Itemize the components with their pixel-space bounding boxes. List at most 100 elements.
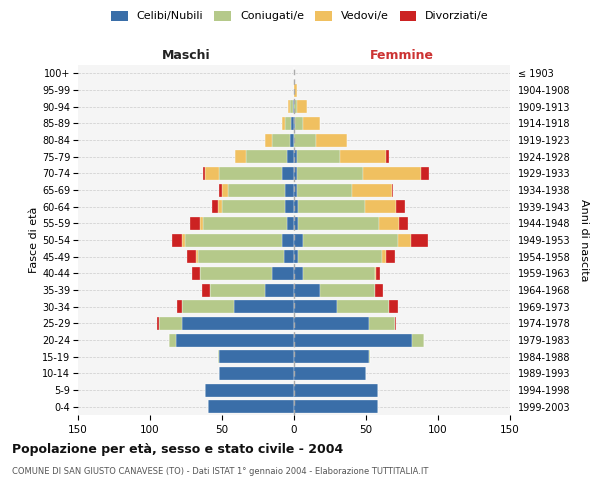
Bar — [219, 350, 294, 363]
Y-axis label: Fasce di età: Fasce di età — [29, 207, 39, 273]
Bar — [294, 117, 295, 130]
Bar — [294, 150, 297, 163]
Bar — [208, 400, 294, 413]
Bar — [302, 117, 320, 130]
Bar — [294, 100, 297, 113]
Bar — [412, 334, 424, 346]
Bar — [294, 134, 316, 146]
Bar — [192, 267, 200, 280]
Text: COMUNE DI SAN GIUSTO CANAVESE (TO) - Dati ISTAT 1° gennaio 2004 - Elaborazione T: COMUNE DI SAN GIUSTO CANAVESE (TO) - Dat… — [12, 468, 428, 476]
Bar — [294, 334, 412, 346]
Bar — [290, 134, 294, 146]
Bar — [205, 384, 294, 396]
Bar — [203, 167, 205, 180]
Bar — [286, 184, 294, 196]
Bar — [219, 167, 283, 180]
Bar — [294, 284, 320, 296]
Bar — [294, 384, 377, 396]
Bar — [294, 217, 298, 230]
Bar — [265, 284, 294, 296]
Text: Femmine: Femmine — [370, 48, 434, 62]
Bar — [203, 217, 287, 230]
Bar — [369, 350, 370, 363]
Bar — [218, 350, 219, 363]
Bar — [222, 184, 228, 196]
Bar — [182, 300, 233, 313]
Bar — [235, 150, 247, 163]
Bar — [247, 150, 287, 163]
Bar — [219, 184, 222, 196]
Bar — [294, 200, 298, 213]
Bar — [293, 100, 294, 113]
Bar — [283, 117, 286, 130]
Bar — [294, 250, 298, 263]
Bar — [219, 367, 294, 380]
Bar — [379, 217, 399, 230]
Bar — [298, 250, 382, 263]
Bar — [294, 300, 337, 313]
Text: Maschi: Maschi — [161, 48, 211, 62]
Bar — [286, 117, 291, 130]
Bar — [298, 200, 365, 213]
Bar — [286, 200, 294, 213]
Bar — [196, 250, 197, 263]
Bar — [222, 200, 286, 213]
Bar — [291, 117, 294, 130]
Bar — [172, 234, 182, 246]
Bar — [340, 150, 386, 163]
Bar — [169, 334, 176, 346]
Bar — [272, 267, 294, 280]
Bar — [386, 250, 395, 263]
Bar — [374, 267, 376, 280]
Bar — [297, 167, 363, 180]
Bar — [320, 284, 374, 296]
Bar — [182, 234, 185, 246]
Bar — [410, 234, 428, 246]
Bar — [302, 267, 374, 280]
Bar — [157, 317, 158, 330]
Bar — [352, 184, 392, 196]
Bar — [158, 317, 182, 330]
Bar — [374, 284, 383, 296]
Bar — [294, 84, 297, 96]
Bar — [205, 167, 219, 180]
Bar — [363, 167, 421, 180]
Bar — [369, 317, 395, 330]
Bar — [294, 167, 297, 180]
Legend: Celibi/Nubili, Coniugati/e, Vedovi/e, Divorziati/e: Celibi/Nubili, Coniugati/e, Vedovi/e, Di… — [111, 10, 489, 22]
Bar — [272, 134, 290, 146]
Bar — [287, 150, 294, 163]
Bar — [190, 217, 200, 230]
Bar — [265, 134, 272, 146]
Bar — [392, 184, 394, 196]
Bar — [389, 300, 398, 313]
Bar — [218, 200, 222, 213]
Bar — [297, 150, 340, 163]
Bar — [212, 200, 218, 213]
Bar — [294, 234, 302, 246]
Bar — [288, 100, 290, 113]
Bar — [398, 234, 410, 246]
Bar — [294, 400, 377, 413]
Bar — [294, 184, 297, 196]
Bar — [283, 167, 294, 180]
Bar — [228, 184, 286, 196]
Bar — [376, 267, 380, 280]
Bar — [421, 167, 430, 180]
Bar — [298, 217, 379, 230]
Bar — [382, 250, 386, 263]
Bar — [302, 234, 398, 246]
Bar — [233, 300, 294, 313]
Bar — [283, 234, 294, 246]
Bar — [187, 250, 196, 263]
Bar — [294, 267, 302, 280]
Bar — [197, 250, 284, 263]
Bar — [316, 134, 347, 146]
Bar — [200, 217, 203, 230]
Bar — [211, 284, 265, 296]
Bar — [176, 334, 294, 346]
Bar — [399, 217, 408, 230]
Bar — [297, 100, 307, 113]
Bar — [287, 217, 294, 230]
Bar — [290, 100, 293, 113]
